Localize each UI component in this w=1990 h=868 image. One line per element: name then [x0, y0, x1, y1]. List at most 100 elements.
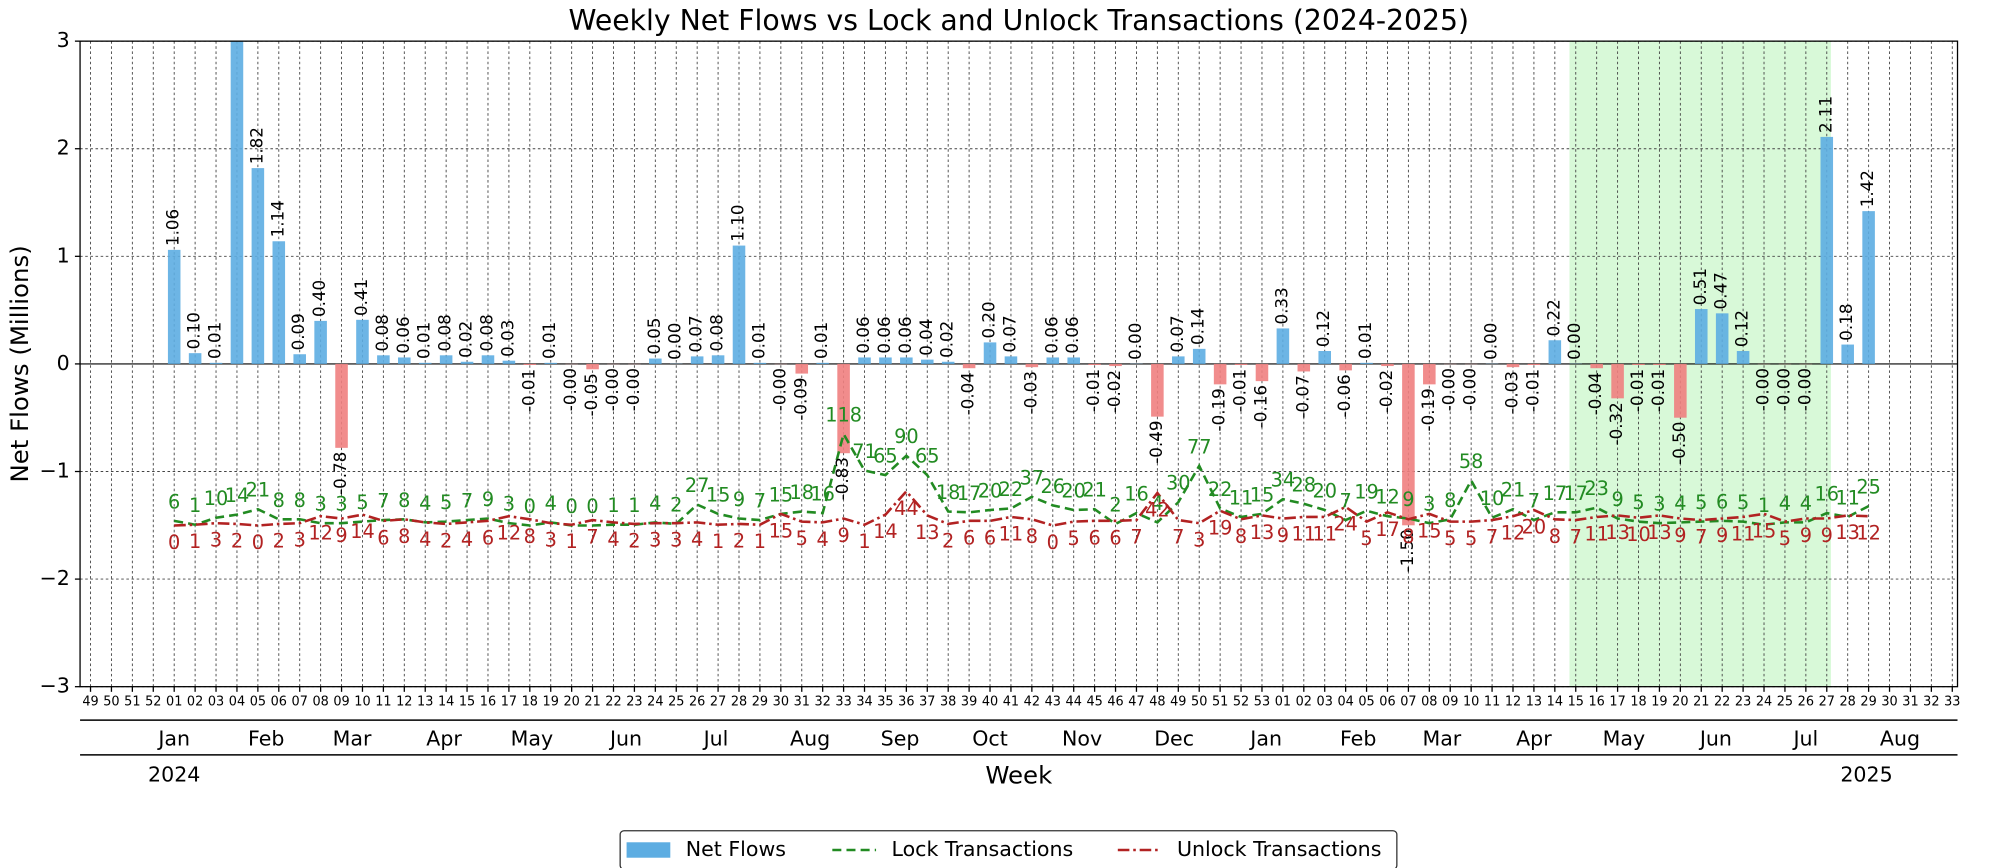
line-value-label: 2	[231, 529, 243, 552]
line-value-label: 1	[628, 494, 640, 517]
line-value-label: 13	[1250, 521, 1275, 544]
bar-value-label: -0.50	[1669, 422, 1689, 465]
bar-value-label: -0.05	[581, 373, 601, 416]
line-value-label: 90	[894, 425, 919, 448]
bar	[523, 363, 537, 365]
line-value-label: 3	[335, 493, 347, 516]
bar-value-label: 0.20	[979, 301, 999, 338]
line-value-label: 8	[1235, 525, 1247, 548]
x-tick-label: 37	[919, 695, 935, 710]
bar	[481, 355, 495, 364]
bar-value-label: 0.10	[184, 312, 204, 349]
x-tick-label: 44	[1066, 695, 1082, 710]
line-value-label: 7	[1695, 526, 1707, 549]
line-value-label: 17	[1563, 482, 1588, 505]
x-tick-label: 17	[501, 695, 517, 710]
line-value-label: 11	[1229, 486, 1254, 509]
x-tick-label: 19	[1651, 695, 1667, 710]
y-tick-label: 3	[57, 28, 70, 52]
bar-value-label: -0.00	[1439, 368, 1459, 411]
line-value-label: 4	[1779, 492, 1791, 515]
line-value-label: 13	[1647, 521, 1672, 544]
line-value-label: 30	[1166, 472, 1191, 495]
line-value-label: 14	[873, 520, 898, 543]
line-value-label: 20	[1522, 515, 1547, 538]
line-value-label: 9	[1277, 524, 1289, 547]
bar	[1402, 363, 1415, 526]
line-value-label: 26	[1041, 475, 1066, 498]
line-value-label: 22	[999, 478, 1024, 501]
bar	[1862, 211, 1875, 364]
bar	[209, 362, 223, 364]
line-value-label: 1	[754, 530, 766, 553]
bar-value-label: 1.10	[728, 205, 748, 242]
line-value-label: 9	[1800, 524, 1812, 547]
line-value-label: 3	[1423, 493, 1435, 516]
line	[173, 430, 1870, 527]
bar	[586, 363, 599, 370]
line-value-label: 3	[545, 529, 557, 552]
x-tick-label: 31	[1902, 695, 1918, 710]
y-tick-label: −3	[39, 674, 69, 698]
x-tick-label: 04	[1337, 695, 1353, 710]
bar-value-label: 0.51	[1690, 268, 1710, 305]
line-value-label: 3	[314, 493, 326, 516]
month-label: Feb	[248, 726, 284, 750]
line-value-label: 4	[649, 492, 661, 515]
line-value-label: 20	[1312, 479, 1337, 502]
x-tick-label: 22	[605, 695, 621, 710]
line-value-label: 9	[482, 488, 494, 511]
bar	[1067, 357, 1080, 364]
bar	[1004, 356, 1018, 364]
bar	[649, 358, 662, 364]
line-value-label: 12	[1375, 486, 1400, 509]
bar-value-label: 0.40	[309, 280, 329, 317]
bar-value-label: -0.04	[958, 372, 978, 415]
line-value-label: 3	[670, 529, 682, 552]
bar-value-label: -0.00	[602, 368, 622, 411]
x-tick-label: 17	[1609, 695, 1625, 710]
line-value-label: 9	[837, 524, 849, 547]
bar	[900, 357, 913, 364]
legend-swatch	[626, 842, 671, 858]
line-value-label: 7	[377, 490, 389, 513]
y-tick-label: 0	[57, 351, 70, 375]
month-label: Jan	[1248, 726, 1282, 750]
bar-value-label: -0.00	[1794, 368, 1814, 411]
bar	[1192, 348, 1206, 364]
bar-value-label: 0.06	[853, 316, 873, 353]
bar-value-label: 1.06	[163, 209, 183, 246]
legend-label: Lock Transactions	[891, 837, 1073, 861]
line-value-label: 5	[1360, 527, 1372, 550]
line-value-label: 4	[545, 492, 557, 515]
bar	[1632, 363, 1645, 365]
bar	[1151, 363, 1164, 417]
line-value-label: 9	[733, 488, 745, 511]
line-value-label: 3	[210, 529, 222, 552]
bar	[1548, 340, 1562, 364]
x-tick-label: 29	[1860, 695, 1876, 710]
line-value-label: 10	[204, 487, 229, 510]
line-value-label: 13	[915, 521, 940, 544]
line-value-label: 10	[1626, 523, 1651, 546]
line-value-label: 5	[1068, 527, 1080, 550]
line-value-label: 44	[894, 497, 919, 520]
bar-value-label: 0.14	[1188, 308, 1208, 345]
line-value-label: 17	[1375, 518, 1400, 541]
bar-value-label: 0.02	[456, 321, 476, 358]
x-tick-label: 03	[208, 695, 224, 710]
x-tick-label: 32	[815, 695, 831, 710]
y-tick-label: 2	[57, 136, 70, 160]
bar-value-label: 0.06	[874, 316, 894, 353]
bar-value-label: 0.05	[644, 317, 664, 354]
bar	[167, 249, 181, 364]
x-tick-label: 02	[1296, 695, 1312, 710]
chart-title: Weekly Net Flows vs Lock and Unlock Tran…	[569, 4, 1470, 37]
x-tick-label: 25	[668, 695, 684, 710]
bar-value-label: 0.08	[435, 314, 455, 351]
x-tick-label: 27	[710, 695, 726, 710]
bar	[837, 363, 850, 454]
bar	[753, 362, 767, 364]
x-tick-label: 16	[480, 695, 496, 710]
